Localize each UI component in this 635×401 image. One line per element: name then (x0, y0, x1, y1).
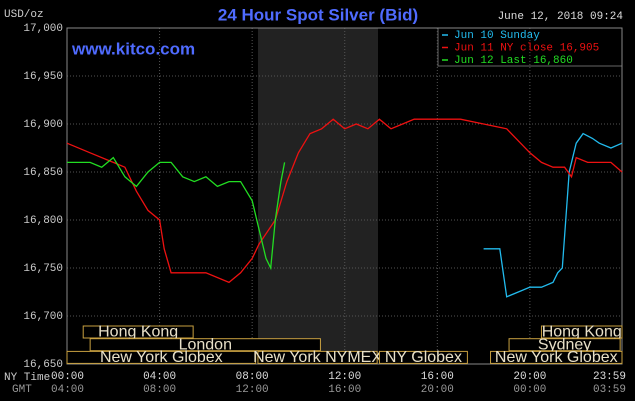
gmt-tick-label: 12:00 (236, 384, 269, 396)
gmt-tick-label: 08:00 (143, 384, 176, 396)
legend-label: Jun 10 Sunday (454, 30, 540, 42)
y-tick-label: 16,950 (23, 71, 63, 83)
price-line (66, 118, 623, 284)
gmt-tick-label: 16:00 (328, 384, 361, 396)
gmt-tick-label: 03:59 (593, 384, 626, 396)
x-tick-label: 00:00 (51, 371, 84, 383)
x-tick-label: 23:59 (593, 371, 626, 383)
gmt-tick-label: 04:00 (51, 384, 84, 396)
site-label: www.kitco.com (71, 39, 195, 58)
session-label: NY Globex (385, 349, 462, 366)
session-label: Sydney (538, 336, 591, 353)
timestamp: June 12, 2018 09:24 (498, 11, 624, 23)
y-tick-label: 17,000 (23, 23, 63, 35)
x-tick-label: 16:00 (421, 371, 454, 383)
y-tick-label: 16,800 (23, 215, 63, 227)
plot-frame (66, 27, 623, 365)
session-label: New York NYMEX (253, 349, 382, 366)
x-tick-label: 20:00 (513, 371, 546, 383)
y-tick-label: 16,900 (23, 119, 63, 131)
nymex-shading (258, 28, 378, 364)
y-tick-label: 16,750 (23, 263, 63, 275)
x-tick-label: 12:00 (328, 371, 361, 383)
y-tick-label: 16,700 (23, 311, 63, 323)
unit-label: USD/oz (4, 9, 44, 21)
session-bar (66, 350, 257, 364)
x-row-label: GMT (12, 384, 32, 396)
session-bar (540, 325, 623, 339)
legend-label: Jun 12 Last 16,860 (454, 55, 573, 67)
x-row-label: NY Time (4, 372, 50, 384)
y-tick-label: 16,650 (23, 359, 63, 371)
y-tick-label: 16,850 (23, 167, 63, 179)
session-bar (378, 350, 468, 364)
x-tick-label: 08:00 (236, 371, 269, 383)
session-label: New York Globex (100, 349, 223, 366)
session-bar (257, 350, 378, 364)
session-label: London (179, 336, 232, 353)
legend-label: Jun 11 NY close 16,905 (454, 42, 599, 54)
chart-title: 24 Hour Spot Silver (Bid) (218, 5, 418, 24)
session-label: Hong Kong (98, 324, 178, 341)
x-tick-label: 04:00 (143, 371, 176, 383)
price-line (483, 132, 623, 298)
session-bar (490, 350, 623, 364)
session-bar (508, 338, 621, 352)
session-bar (89, 338, 321, 352)
session-label: New York Globex (495, 349, 618, 366)
session-bar (82, 325, 194, 339)
session-label: Hong Kong (542, 324, 622, 341)
gmt-tick-label: 00:00 (513, 384, 546, 396)
gmt-tick-label: 20:00 (421, 384, 454, 396)
price-line (67, 156, 286, 271)
